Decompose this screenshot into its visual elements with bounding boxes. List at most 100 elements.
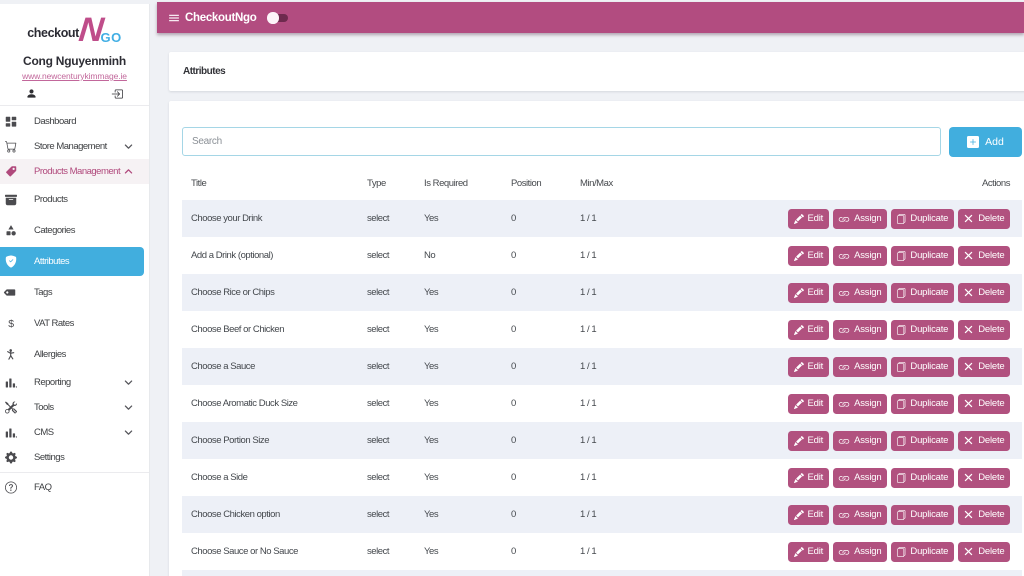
tag-icon (5, 165, 17, 178)
add-button[interactable]: Add (949, 127, 1022, 157)
action-button-label: Edit (807, 509, 824, 520)
assign-button[interactable]: Assign (832, 208, 887, 229)
cell-position: 0 (511, 361, 516, 372)
duplicate-button[interactable]: Duplicate (890, 467, 954, 488)
edit-button[interactable]: Edit (788, 319, 829, 340)
table-row: Choose Aromatic Duck Size select Yes 0 1 / 1… (182, 385, 1022, 422)
sidebar-item-tags[interactable]: Tags (0, 277, 149, 308)
selected-highlight (0, 247, 144, 276)
action-button-label: Duplicate (910, 324, 949, 335)
edit-button[interactable]: Edit (788, 208, 829, 229)
action-button-label: Delete (978, 546, 1005, 557)
assign-button[interactable]: Assign (832, 504, 887, 525)
action-button-label: Duplicate (910, 213, 949, 224)
sidebar-item-label: Attributes (34, 256, 70, 267)
cell-title: Choose Beef or Chicken (191, 324, 285, 335)
delete-button[interactable]: Delete (957, 282, 1010, 303)
assign-button[interactable]: Assign (832, 467, 887, 488)
cell-type: select (367, 250, 390, 261)
delete-button[interactable]: Delete (957, 541, 1010, 562)
cell-min-max: 1 / 1 (580, 546, 597, 557)
delete-button[interactable]: Delete (957, 356, 1010, 377)
plus-square-icon (967, 136, 980, 148)
column-header-position: Position (511, 177, 542, 189)
hamburger-icon[interactable] (168, 12, 180, 24)
action-button-label: Assign (854, 509, 882, 520)
search-input[interactable] (182, 127, 941, 156)
delete-button[interactable]: Delete (957, 319, 1010, 340)
action-button-label: Assign (854, 361, 882, 372)
sidebar-item-allergies[interactable]: Allergies (0, 339, 149, 370)
sidebar-item-products-management[interactable]: Products Management (0, 159, 149, 184)
delete-button[interactable]: Delete (957, 504, 1010, 525)
delete-button[interactable]: Delete (957, 208, 1010, 229)
action-button-label: Assign (854, 546, 882, 557)
sidebar-item-label: FAQ (34, 482, 52, 493)
edit-button[interactable]: Edit (788, 393, 829, 414)
sidebar-item-products[interactable]: Products (0, 184, 149, 215)
cell-title: Choose Portion Size (191, 435, 270, 446)
edit-button[interactable]: Edit (788, 430, 829, 451)
sidebar-item-label: CMS (34, 427, 54, 438)
duplicate-button[interactable]: Duplicate (890, 282, 954, 303)
table-row: Choose Beef or Chicken select Yes 0 1 / 1 Edi… (182, 311, 1022, 348)
user-icon[interactable] (26, 88, 37, 100)
action-button-label: Delete (978, 361, 1005, 372)
duplicate-button[interactable]: Duplicate (890, 393, 954, 414)
cell-type: select (367, 546, 390, 557)
bar-chart-icon (5, 376, 17, 389)
cell-is-required: Yes (424, 472, 439, 483)
sidebar-item-faq[interactable]: FAQ (0, 475, 149, 500)
sidebar-item-settings[interactable]: Settings (0, 445, 149, 470)
cell-is-required: Yes (424, 287, 439, 298)
assign-button[interactable]: Assign (832, 282, 887, 303)
delete-button[interactable]: Delete (957, 245, 1010, 266)
duplicate-button[interactable]: Duplicate (890, 504, 954, 525)
sidebar-item-reporting[interactable]: Reporting (0, 370, 149, 395)
edit-button[interactable]: Edit (788, 541, 829, 562)
cell-actions: Edit Assign Duplicate Delete (650, 356, 1022, 377)
sidebar-item-categories[interactable]: Categories (0, 215, 149, 246)
assign-button[interactable]: Assign (832, 356, 887, 377)
assign-button[interactable]: Assign (832, 541, 887, 562)
sidebar-nav: Dashboard Store Management Products Manage… (0, 109, 149, 500)
assign-button[interactable]: Assign (832, 319, 887, 340)
sidebar-item-attributes[interactable]: Attributes (0, 246, 149, 277)
theme-toggle[interactable] (267, 12, 289, 24)
assign-button[interactable]: Assign (832, 393, 887, 414)
delete-button[interactable]: Delete (957, 393, 1010, 414)
edit-button[interactable]: Edit (788, 467, 829, 488)
duplicate-button[interactable]: Duplicate (890, 208, 954, 229)
logout-icon[interactable] (111, 88, 123, 100)
cell-title: Choose your Drink (191, 213, 263, 224)
sidebar-item-dashboard[interactable]: Dashboard (0, 109, 149, 134)
edit-button[interactable]: Edit (788, 282, 829, 303)
delete-button[interactable]: Delete (957, 430, 1010, 451)
cell-actions: Edit Assign Duplicate Delete (650, 245, 1022, 266)
cell-title: Choose Sauce or No Sauce (191, 546, 298, 557)
sidebar-item-label: VAT Rates (34, 318, 74, 329)
app-logo: checkout N GO (0, 4, 149, 49)
duplicate-button[interactable]: Duplicate (890, 245, 954, 266)
table-row: Choose a Side select Yes 0 1 / 1 Edit Assign Du… (182, 459, 1022, 496)
duplicate-button[interactable]: Duplicate (890, 430, 954, 451)
edit-button[interactable]: Edit (788, 356, 829, 377)
user-site-link[interactable]: www.newcenturykimmage.ie (22, 71, 127, 81)
sidebar-item-cms[interactable]: CMS (0, 420, 149, 445)
cell-type: select (367, 361, 390, 372)
delete-button[interactable]: Delete (957, 467, 1010, 488)
cell-title: Add a Drink (optional) (191, 250, 273, 261)
sidebar-item-tools[interactable]: Tools (0, 395, 149, 420)
cell-min-max: 1 / 1 (580, 287, 597, 298)
sidebar-item-vat-rates[interactable]: $ VAT Rates (0, 308, 149, 339)
assign-button[interactable]: Assign (832, 430, 887, 451)
assign-button[interactable]: Assign (832, 245, 887, 266)
tags-icon (3, 286, 17, 299)
duplicate-button[interactable]: Duplicate (890, 319, 954, 340)
cell-position: 0 (511, 324, 516, 335)
edit-button[interactable]: Edit (788, 245, 829, 266)
sidebar-item-store-management[interactable]: Store Management (0, 134, 149, 159)
edit-button[interactable]: Edit (788, 504, 829, 525)
duplicate-button[interactable]: Duplicate (890, 356, 954, 377)
duplicate-button[interactable]: Duplicate (890, 541, 954, 562)
